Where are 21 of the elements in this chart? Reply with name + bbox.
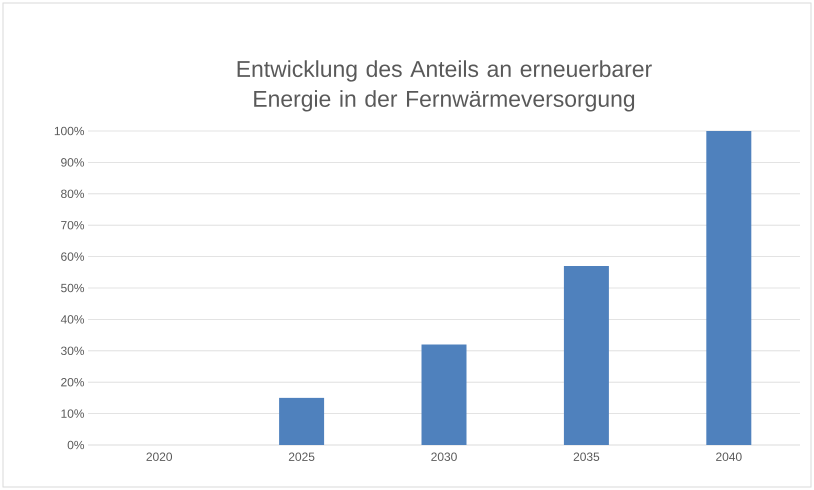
y-tick-label: 0% xyxy=(68,440,84,450)
x-tick-label: 2040 xyxy=(716,452,742,461)
y-tick-label: 30% xyxy=(61,346,84,356)
bar xyxy=(564,266,609,445)
bar xyxy=(422,344,467,445)
x-tick-label: 2025 xyxy=(288,452,314,461)
y-tick-label: 70% xyxy=(61,220,84,230)
bar xyxy=(279,398,324,445)
x-tick-label: 2030 xyxy=(431,452,457,461)
y-tick-label: 20% xyxy=(61,378,84,386)
y-tick-label: 50% xyxy=(61,284,84,292)
y-tick-label: 10% xyxy=(61,409,84,418)
y-tick-label: 80% xyxy=(61,190,84,198)
y-tick-label: 40% xyxy=(60,315,84,324)
y-tick-label: 60% xyxy=(61,252,84,261)
chart-title: Entwicklung des Anteils an erneuerbarer Energie in der Fernwärmeversorgung xyxy=(238,60,652,112)
x-tick-label: 2035 xyxy=(574,452,600,461)
y-tick-label: 100% xyxy=(54,126,84,136)
bar xyxy=(706,130,752,445)
x-tick-label: 2020 xyxy=(146,452,172,461)
y-tick-label: 90% xyxy=(61,158,84,167)
